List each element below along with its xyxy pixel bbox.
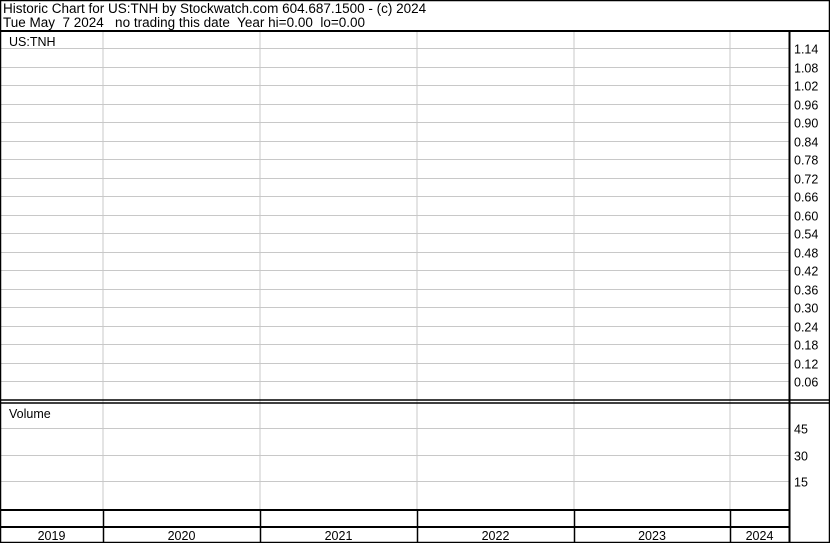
price-tick-label: 0.36: [794, 284, 818, 298]
price-tick-label: 0.30: [794, 302, 818, 316]
price-tick-label: 0.78: [794, 154, 818, 168]
price-tick-label: 0.66: [794, 191, 818, 205]
year-label: 2024: [746, 529, 774, 543]
price-tick-label: 0.48: [794, 247, 818, 261]
year-label: 2020: [168, 529, 196, 543]
price-tick-label: 0.42: [794, 265, 818, 279]
price-tick-label: 0.54: [794, 228, 818, 242]
year-label: 2023: [638, 529, 666, 543]
price-tick-label: 0.06: [794, 376, 818, 390]
volume-tick-label: 15: [794, 476, 808, 490]
gridlines: [1, 32, 789, 510]
volume-tick-label: 45: [794, 423, 808, 437]
chart-header-title: Historic Chart for US:TNH by Stockwatch.…: [3, 1, 427, 16]
price-tick-label: 0.96: [794, 99, 818, 113]
price-tick-label: 0.90: [794, 117, 818, 131]
price-tick-label: 0.12: [794, 358, 818, 372]
price-tick-label: 0.84: [794, 136, 818, 150]
price-tick-label: 1.02: [794, 80, 818, 94]
price-tick-label: 1.14: [794, 43, 818, 57]
chart-header-status: Tue May 7 2024 no trading this date Year…: [3, 15, 366, 30]
price-tick-label: 0.18: [794, 339, 818, 353]
volume-tick-label: 30: [794, 450, 808, 464]
year-label: 2019: [38, 529, 66, 543]
axis-labels: 1.14 1.08 1.02 0.96 0.90 0.84 0.78 0.72 0.66 0.60…: [38, 43, 819, 543]
price-panel-title: US:TNH: [9, 35, 56, 49]
price-tick-label: 0.60: [794, 210, 818, 224]
year-label: 2021: [325, 529, 353, 543]
price-tick-label: 1.08: [794, 62, 818, 76]
year-label: 2022: [482, 529, 510, 543]
price-tick-label: 0.24: [794, 321, 818, 335]
price-tick-label: 0.72: [794, 173, 818, 187]
volume-panel-title: Volume: [9, 407, 51, 421]
